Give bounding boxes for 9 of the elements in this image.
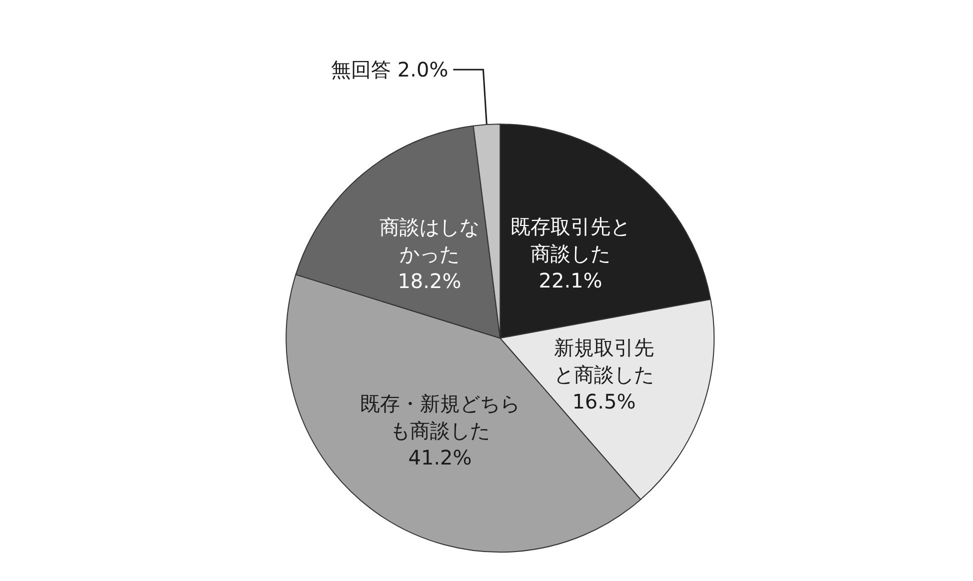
slice-label: 無回答 2.0% (331, 58, 448, 82)
slice-label: 既存・新規どちらも商談した (360, 391, 520, 442)
data-label: 22.1% (538, 268, 602, 293)
slice-label: 商談はしなかった (379, 214, 480, 266)
slice-label: 既存取引先と商談した (510, 214, 631, 266)
data-label: 16.5% (572, 389, 636, 414)
data-label: 41.2% (408, 445, 472, 470)
data-label: 18.2% (398, 268, 462, 293)
slice-label: 新規取引先と商談した (554, 335, 654, 386)
